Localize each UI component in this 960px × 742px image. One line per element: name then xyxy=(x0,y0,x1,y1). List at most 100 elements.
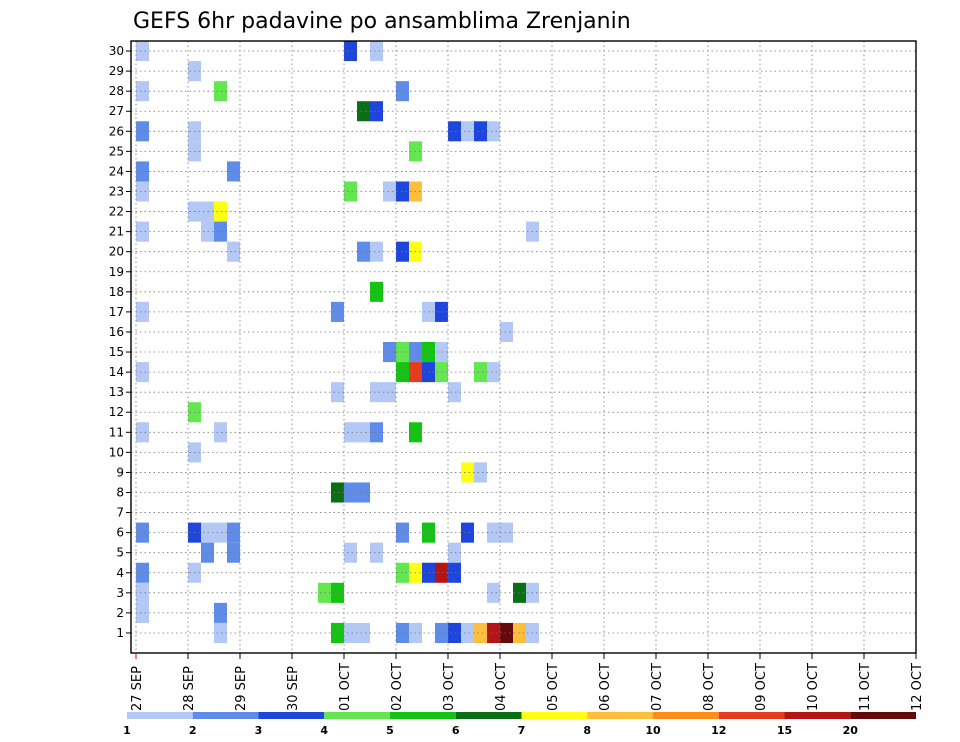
colorbar-segment xyxy=(587,712,653,719)
heatmap-cell xyxy=(383,342,396,363)
y-tick-label: 21 xyxy=(109,225,124,239)
colorbar-segment xyxy=(455,712,522,719)
y-tick-label: 8 xyxy=(116,486,124,500)
heatmap-cell xyxy=(331,582,344,603)
colorbar-segment xyxy=(784,712,851,719)
y-tick-label: 11 xyxy=(109,425,124,439)
heatmap-cell xyxy=(500,321,513,342)
colorbar-label: 15 xyxy=(777,724,792,737)
heatmap-cell xyxy=(448,382,461,403)
y-tick-label: 16 xyxy=(109,325,124,339)
heatmap-cell xyxy=(331,382,344,403)
y-tick-label: 3 xyxy=(116,586,124,600)
axes: 1234567891011121314151617181920212223242… xyxy=(109,40,925,711)
x-tick-label: 09 OCT xyxy=(754,663,769,711)
x-tick-label: 12 OCT xyxy=(910,663,925,711)
heatmap-cell xyxy=(214,201,227,222)
colorbar-label: 6 xyxy=(452,724,460,737)
heatmap-cell xyxy=(461,622,474,643)
y-tick-label: 22 xyxy=(109,205,124,219)
y-tick-label: 2 xyxy=(116,606,124,620)
heatmap-cell xyxy=(487,522,500,543)
y-tick-label: 20 xyxy=(109,245,124,259)
heatmap-cell xyxy=(136,81,149,102)
y-tick-label: 9 xyxy=(116,465,124,479)
colorbar-label: 3 xyxy=(255,724,263,737)
heatmap-cell xyxy=(500,622,513,643)
heatmap-cell xyxy=(448,622,461,643)
heatmap-cell xyxy=(461,121,474,142)
heatmap-cell xyxy=(487,582,500,603)
colorbar-segment xyxy=(258,712,325,719)
y-tick-label: 28 xyxy=(109,84,124,98)
colorbar-label: 20 xyxy=(843,724,859,737)
heatmap-cell xyxy=(136,121,149,142)
y-tick-label: 24 xyxy=(109,164,124,178)
heatmap-cell xyxy=(227,161,240,182)
heatmap-cell xyxy=(136,522,149,543)
chart-title: GEFS 6hr padavine po ansamblima Zrenjani… xyxy=(133,9,631,34)
x-tick-label: 08 OCT xyxy=(702,663,717,711)
y-tick-label: 26 xyxy=(109,124,124,138)
heatmap-cell xyxy=(370,241,383,262)
heatmap-cell xyxy=(487,121,500,142)
colorbar-segment xyxy=(850,712,916,719)
heatmap-cell xyxy=(448,542,461,563)
heatmap-cell xyxy=(500,522,513,543)
heatmap-cell xyxy=(136,301,149,322)
colorbar-segment xyxy=(521,712,588,719)
x-tick-label: 03 OCT xyxy=(442,663,457,711)
heatmap-cell xyxy=(461,522,474,543)
heatmap-cell xyxy=(474,362,487,383)
heatmap-cell xyxy=(383,181,396,202)
y-tick-label: 29 xyxy=(109,64,124,78)
y-tick-label: 5 xyxy=(116,546,124,560)
heatmap-cell xyxy=(136,562,149,583)
x-tick-label: 06 OCT xyxy=(598,663,613,711)
y-tick-label: 13 xyxy=(109,385,124,399)
x-tick-label: 02 OCT xyxy=(390,663,405,711)
colorbar-segment xyxy=(324,712,390,719)
heatmap-cell xyxy=(136,161,149,182)
y-tick-label: 30 xyxy=(109,44,124,58)
colorbar-label: 5 xyxy=(386,724,394,737)
heatmap-cell xyxy=(448,121,461,142)
heatmap-cell xyxy=(370,382,383,403)
colorbar-segment xyxy=(192,712,259,719)
colorbar-label: 2 xyxy=(189,724,197,737)
heatmap-cell xyxy=(227,241,240,262)
y-tick-label: 1 xyxy=(116,626,124,640)
heatmap-cell xyxy=(344,622,357,643)
x-tick-label: 05 OCT xyxy=(546,663,561,711)
heatmap-cell xyxy=(227,542,240,563)
heatmap-cell xyxy=(344,181,357,202)
heatmap-cell xyxy=(136,362,149,383)
heatmap-cell xyxy=(214,422,227,443)
y-tick-label: 10 xyxy=(109,445,124,459)
heatmap-cell xyxy=(331,622,344,643)
colorbar: 1 2 3 4 5 6 7 8 10 12 15 20 xyxy=(123,712,916,737)
heatmap-cell xyxy=(214,622,227,643)
colorbar-label: 10 xyxy=(645,724,661,737)
y-tick-label: 18 xyxy=(109,285,124,299)
heatmap-cell xyxy=(357,241,370,262)
x-tick-label: 11 OCT xyxy=(858,663,873,711)
colorbar-segment xyxy=(718,712,785,719)
heatmap-cell xyxy=(487,362,500,383)
heatmap-cell xyxy=(383,382,396,403)
x-tick-label: 01 OCT xyxy=(338,663,353,711)
x-tick-label: 28 SEP xyxy=(182,666,197,711)
y-tick-label: 4 xyxy=(116,566,124,580)
plot-frame xyxy=(130,40,917,654)
heatmap-cell xyxy=(344,41,357,62)
heatmap-cell xyxy=(136,602,149,623)
heatmap-cell xyxy=(357,422,370,443)
y-tick-label: 25 xyxy=(109,144,124,158)
heatmap-cell xyxy=(448,562,461,583)
y-tick-label: 7 xyxy=(116,506,124,520)
heatmap-cell xyxy=(136,582,149,603)
y-tick-label: 6 xyxy=(116,526,124,540)
x-tick-label: 04 OCT xyxy=(494,663,509,711)
y-tick-label: 12 xyxy=(109,405,124,419)
